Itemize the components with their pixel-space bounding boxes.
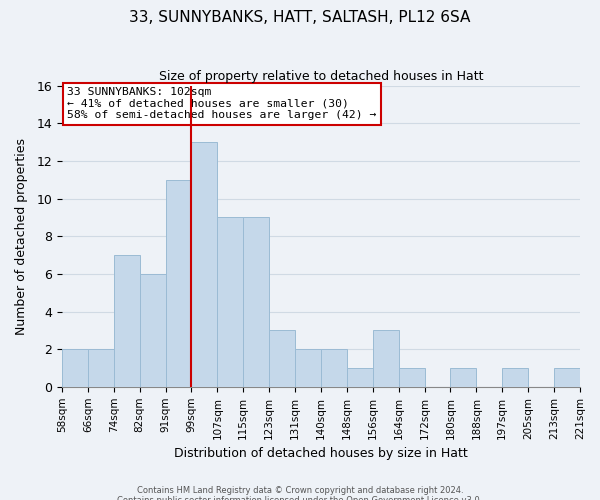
Bar bbox=[502, 368, 528, 387]
Bar bbox=[269, 330, 295, 387]
Text: Contains HM Land Registry data © Crown copyright and database right 2024.: Contains HM Land Registry data © Crown c… bbox=[137, 486, 463, 495]
Title: Size of property relative to detached houses in Hatt: Size of property relative to detached ho… bbox=[159, 70, 483, 83]
Bar bbox=[140, 274, 166, 387]
Bar bbox=[554, 368, 580, 387]
Bar bbox=[373, 330, 398, 387]
Bar bbox=[166, 180, 191, 387]
Y-axis label: Number of detached properties: Number of detached properties bbox=[15, 138, 28, 334]
X-axis label: Distribution of detached houses by size in Hatt: Distribution of detached houses by size … bbox=[174, 447, 468, 460]
Text: 33, SUNNYBANKS, HATT, SALTASH, PL12 6SA: 33, SUNNYBANKS, HATT, SALTASH, PL12 6SA bbox=[130, 10, 470, 25]
Bar bbox=[114, 255, 140, 387]
Bar bbox=[62, 349, 88, 387]
Bar bbox=[295, 349, 321, 387]
Bar bbox=[321, 349, 347, 387]
Bar bbox=[217, 218, 243, 387]
Text: 33 SUNNYBANKS: 102sqm
← 41% of detached houses are smaller (30)
58% of semi-deta: 33 SUNNYBANKS: 102sqm ← 41% of detached … bbox=[67, 87, 376, 120]
Bar bbox=[347, 368, 373, 387]
Bar bbox=[451, 368, 476, 387]
Bar bbox=[88, 349, 114, 387]
Bar bbox=[191, 142, 217, 387]
Bar bbox=[243, 218, 269, 387]
Bar bbox=[398, 368, 425, 387]
Text: Contains public sector information licensed under the Open Government Licence v3: Contains public sector information licen… bbox=[118, 496, 482, 500]
